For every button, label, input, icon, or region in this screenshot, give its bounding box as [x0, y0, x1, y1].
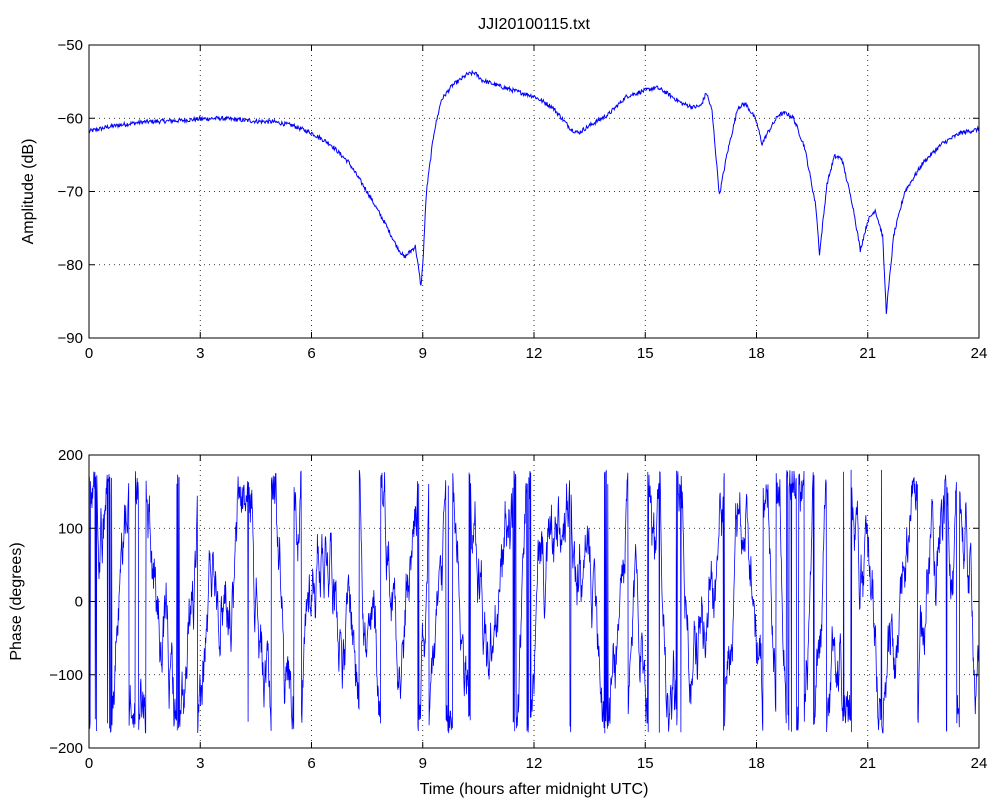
amplitude-y-tick-label: −80 — [58, 257, 83, 274]
phase-x-tick-label: 12 — [526, 755, 543, 772]
amplitude-y-tick-label: −60 — [58, 110, 83, 127]
amplitude-grid — [89, 45, 979, 338]
phase-x-axis-label: Time (hours after midnight UTC) — [420, 781, 649, 798]
phase-y-tick-label: 200 — [58, 447, 83, 464]
phase-x-tick-label: 0 — [85, 755, 93, 772]
phase-x-tick-label: 18 — [748, 755, 765, 772]
phase-x-tick-label: 6 — [307, 755, 315, 772]
amplitude-ticks: 0 3 6 9 12 15 18 21 24 −90 −80 −70 −60 −50 — [58, 37, 988, 362]
phase-x-tick-label: 15 — [637, 755, 654, 772]
phase-y-axis-label: Phase (degrees) — [8, 542, 25, 660]
chart-title: JJI20100115.txt — [478, 16, 590, 33]
amplitude-y-tick-label: −50 — [58, 37, 83, 54]
phase-y-tick-label: 100 — [58, 520, 83, 537]
amplitude-x-tick-label: 0 — [85, 345, 93, 362]
phase-x-tick-label: 9 — [419, 755, 427, 772]
phase-y-tick-label: 0 — [75, 594, 83, 611]
amplitude-x-tick-label: 21 — [859, 345, 876, 362]
amplitude-x-tick-label: 3 — [196, 345, 204, 362]
phase-grid — [89, 455, 979, 748]
amplitude-y-axis-label: Amplitude (dB) — [20, 139, 37, 245]
amplitude-series-line — [88, 69, 980, 315]
amplitude-y-tick-label: −70 — [58, 184, 83, 201]
phase-x-tick-label: 21 — [859, 755, 876, 772]
phase-ticks: 0 3 6 9 12 15 18 21 24 −200 −100 0 100 200 — [49, 447, 987, 772]
phase-series-line — [88, 469, 980, 734]
amplitude-x-tick-label: 9 — [419, 345, 427, 362]
amplitude-axes: 0 3 6 9 12 15 18 21 24 −90 −80 −70 −60 −50 Amplitude … — [20, 37, 987, 362]
phase-y-tick-label: −200 — [49, 740, 83, 757]
amplitude-x-tick-label: 6 — [307, 345, 315, 362]
amplitude-y-tick-label: −90 — [58, 330, 83, 347]
amplitude-x-tick-label: 12 — [526, 345, 543, 362]
phase-x-tick-label: 3 — [196, 755, 204, 772]
phase-axes: 0 3 6 9 12 15 18 21 24 −200 −100 0 100 200 Phase (deg… — [8, 447, 987, 798]
phase-x-tick-label: 24 — [971, 755, 988, 772]
amplitude-x-tick-label: 24 — [971, 345, 988, 362]
amplitude-x-tick-label: 15 — [637, 345, 654, 362]
phase-y-tick-label: −100 — [49, 667, 83, 684]
amplitude-x-tick-label: 18 — [748, 345, 765, 362]
